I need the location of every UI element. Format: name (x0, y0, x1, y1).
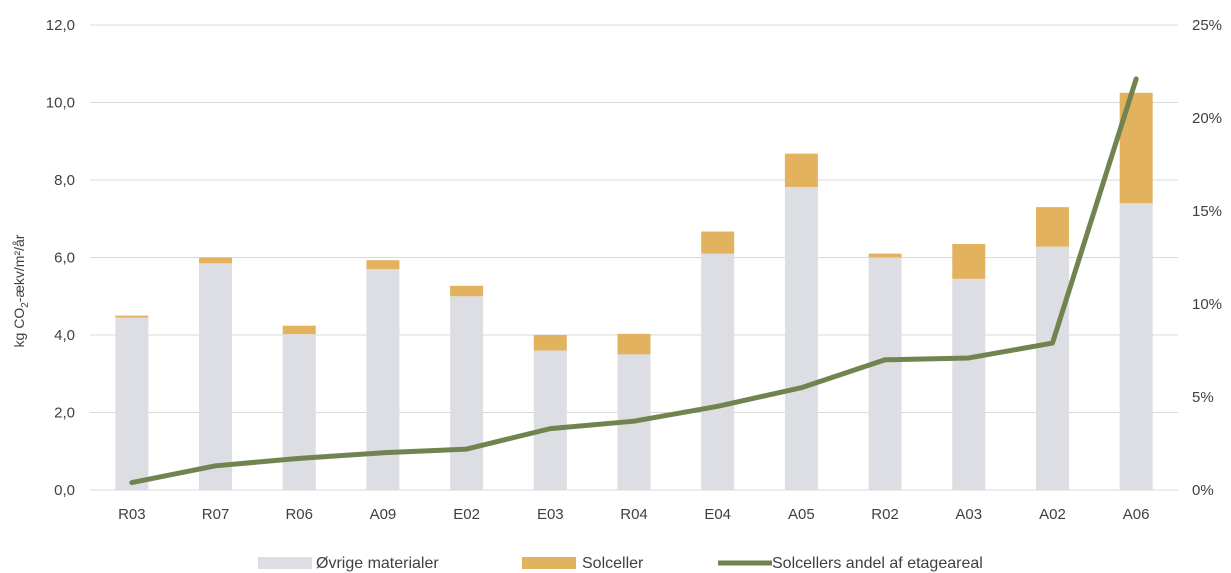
bar-ovrige-materialer (1035, 246, 1069, 490)
y-axis-left-ticks: 0,0 2,0 4,0 6,0 8,0 10,0 12,0 (46, 17, 75, 499)
bar-solceller (450, 285, 484, 297)
bar-solceller (952, 243, 986, 279)
x-tick-label: R06 (285, 506, 313, 523)
y-left-tick-label: 0,0 (54, 482, 75, 499)
bar-solceller (366, 260, 400, 270)
x-tick-label: R02 (871, 506, 899, 523)
bar-ovrige-materialer (366, 269, 400, 490)
bar-ovrige-materialer (282, 334, 316, 490)
legend-swatch-solceller (522, 557, 576, 569)
bar-ovrige-materialer (450, 296, 484, 490)
bar-ovrige-materialer (533, 350, 567, 490)
y-axis-label: kg CO2-ækv/m²/år (11, 234, 31, 347)
gridlines (90, 24, 1178, 413)
y-axis-right-ticks: 0% 5% 10% 15% 20% 25% (1192, 17, 1222, 499)
y-right-tick-label: 10% (1192, 296, 1222, 313)
y-left-tick-label: 4,0 (54, 327, 75, 344)
bar-solceller (784, 153, 818, 187)
bar-solceller (1035, 207, 1069, 247)
y-right-tick-label: 20% (1192, 110, 1222, 127)
y-left-tick-label: 8,0 (54, 172, 75, 189)
y-axis-label-sub: 2 (20, 302, 31, 308)
y-left-tick-label: 2,0 (54, 405, 75, 422)
x-tick-label: A02 (1039, 506, 1066, 523)
y-right-tick-label: 15% (1192, 203, 1222, 220)
bar-ovrige-materialer (868, 257, 902, 490)
bar-solceller (199, 257, 233, 264)
x-tick-label: R04 (620, 506, 648, 523)
x-tick-label: R03 (118, 506, 146, 523)
y-right-tick-label: 5% (1192, 389, 1214, 406)
line-series (129, 76, 1139, 486)
bar-solceller (701, 231, 735, 254)
line-solcellers-andel (129, 76, 1139, 486)
y-axis-label-pre: kg CO (11, 308, 27, 348)
legend-swatch-ovrige (258, 557, 312, 569)
bars (115, 92, 1153, 490)
bar-ovrige-materialer (199, 263, 233, 490)
legend-label-ovrige: Øvrige materialer (316, 555, 439, 572)
y-right-tick-label: 0% (1192, 482, 1214, 499)
bar-ovrige-materialer (1119, 203, 1153, 490)
bar-solceller (868, 253, 902, 258)
x-tick-label: A06 (1123, 506, 1150, 523)
y-left-tick-label: 6,0 (54, 250, 75, 267)
bar-solceller (282, 325, 316, 335)
x-tick-label: A05 (788, 506, 815, 523)
bar-solceller (533, 335, 567, 351)
legend-label-solceller: Solceller (582, 555, 644, 572)
x-tick-label: A09 (370, 506, 397, 523)
x-tick-label: E03 (537, 506, 564, 523)
x-tick-label: E02 (453, 506, 480, 523)
bar-ovrige-materialer (784, 186, 818, 490)
x-tick-label: R07 (202, 506, 230, 523)
x-tick-label: A03 (955, 506, 982, 523)
y-axis-label-post: -ækv/m²/år (11, 234, 27, 302)
y-right-tick-label: 25% (1192, 17, 1222, 34)
x-tick-label: E04 (704, 506, 731, 523)
x-axis-ticks: R03 R07 R06 A09 E02 E03 R04 E04 A05 R02 A03 A02 A06 (118, 506, 1149, 523)
bar-ovrige-materialer (701, 253, 735, 490)
bar-ovrige-materialer (115, 317, 149, 490)
y-left-tick-label: 12,0 (46, 17, 75, 34)
legend: Øvrige materialer Solceller Solcellers a… (258, 555, 983, 572)
bar-solceller (115, 315, 149, 318)
legend-label-andel: Solcellers andel af etageareal (772, 555, 983, 572)
bar-solceller (617, 333, 651, 355)
bar-ovrige-materialer (952, 278, 986, 490)
y-left-tick-label: 10,0 (46, 95, 75, 112)
